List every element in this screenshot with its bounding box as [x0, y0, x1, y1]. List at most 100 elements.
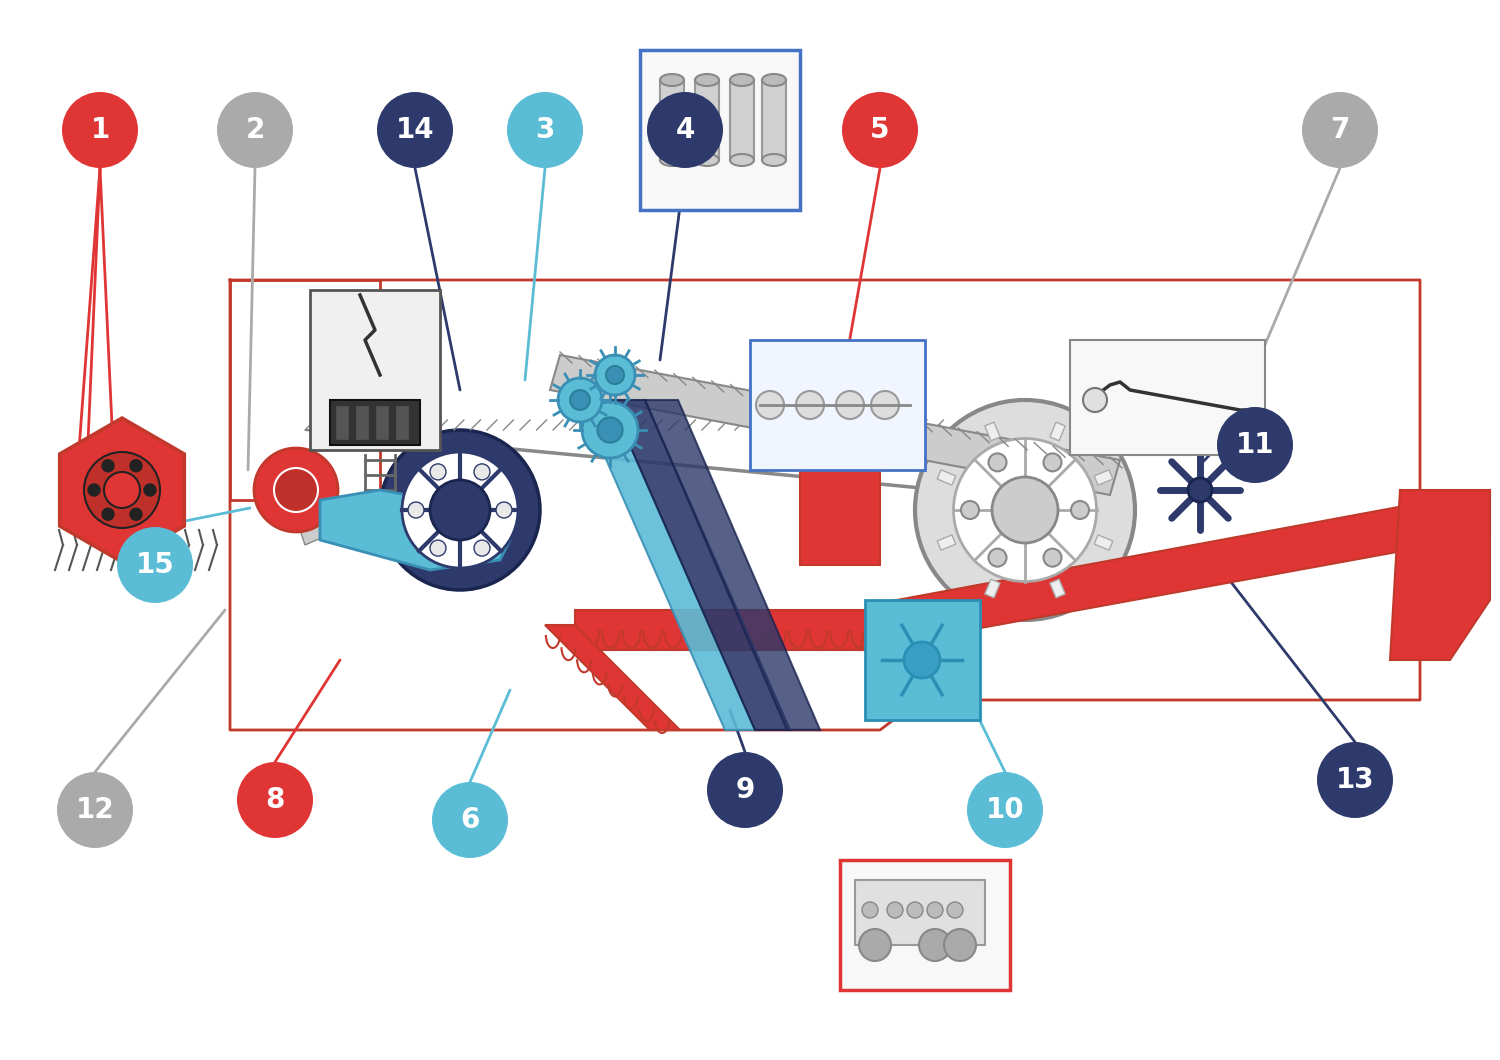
Circle shape	[1188, 478, 1212, 502]
Polygon shape	[304, 430, 950, 490]
Circle shape	[570, 390, 590, 410]
Ellipse shape	[694, 74, 718, 86]
Circle shape	[871, 391, 898, 419]
Circle shape	[474, 464, 490, 480]
Circle shape	[988, 549, 1006, 567]
Circle shape	[57, 772, 134, 848]
Circle shape	[254, 448, 338, 532]
Bar	[1094, 535, 1113, 550]
Circle shape	[796, 391, 824, 419]
Circle shape	[117, 527, 194, 603]
Circle shape	[927, 902, 944, 918]
Circle shape	[988, 454, 1006, 472]
Circle shape	[62, 92, 138, 167]
Text: 7: 7	[1330, 116, 1350, 144]
Text: 3: 3	[536, 116, 555, 144]
Bar	[986, 579, 1000, 598]
Circle shape	[646, 92, 723, 167]
Circle shape	[1044, 549, 1062, 567]
Circle shape	[597, 418, 622, 443]
Bar	[865, 600, 980, 720]
Bar	[840, 860, 1010, 990]
Text: 15: 15	[135, 551, 174, 579]
Bar	[334, 405, 350, 440]
Bar	[938, 535, 956, 550]
Text: 13: 13	[1335, 766, 1374, 794]
Bar	[375, 405, 388, 440]
Polygon shape	[859, 490, 1490, 650]
Circle shape	[836, 391, 864, 419]
Circle shape	[430, 480, 490, 540]
Bar	[1050, 579, 1065, 598]
Bar	[310, 290, 440, 450]
Circle shape	[217, 92, 292, 167]
Circle shape	[432, 782, 508, 858]
Circle shape	[920, 929, 951, 961]
Polygon shape	[1390, 490, 1490, 660]
Circle shape	[886, 902, 903, 918]
Bar	[750, 340, 926, 470]
Circle shape	[596, 355, 634, 395]
Text: 8: 8	[266, 787, 285, 814]
Circle shape	[1317, 742, 1394, 818]
Circle shape	[962, 501, 980, 519]
Circle shape	[842, 92, 918, 167]
Circle shape	[130, 460, 142, 472]
Polygon shape	[320, 490, 510, 570]
Circle shape	[237, 762, 314, 838]
Ellipse shape	[730, 154, 754, 166]
Circle shape	[84, 452, 160, 528]
Circle shape	[944, 929, 976, 961]
Circle shape	[1216, 407, 1293, 483]
Polygon shape	[550, 355, 1120, 495]
Text: 14: 14	[396, 116, 435, 144]
Circle shape	[908, 902, 922, 918]
Ellipse shape	[660, 154, 684, 166]
Circle shape	[507, 92, 584, 167]
Circle shape	[946, 902, 963, 918]
Polygon shape	[645, 400, 821, 730]
Ellipse shape	[660, 74, 684, 86]
Circle shape	[915, 400, 1136, 620]
Bar	[1070, 340, 1264, 455]
Circle shape	[88, 484, 101, 496]
Circle shape	[402, 452, 518, 568]
Bar	[394, 405, 410, 440]
Text: 10: 10	[986, 796, 1024, 824]
Circle shape	[1302, 92, 1378, 167]
Circle shape	[102, 508, 114, 520]
Circle shape	[558, 378, 602, 422]
Circle shape	[104, 472, 140, 508]
Circle shape	[862, 902, 877, 918]
Bar	[660, 80, 684, 160]
Ellipse shape	[762, 154, 786, 166]
Circle shape	[904, 642, 940, 678]
Circle shape	[380, 430, 540, 590]
Polygon shape	[580, 400, 754, 730]
Circle shape	[954, 439, 1096, 582]
Circle shape	[706, 752, 783, 828]
Circle shape	[430, 464, 445, 480]
Circle shape	[408, 502, 424, 518]
Text: 1: 1	[90, 116, 110, 144]
Text: 5: 5	[870, 116, 889, 144]
Polygon shape	[544, 625, 680, 730]
Circle shape	[130, 508, 142, 520]
Circle shape	[582, 402, 638, 458]
Bar	[800, 465, 880, 565]
Circle shape	[992, 477, 1058, 543]
Text: 9: 9	[735, 776, 754, 803]
Bar	[356, 405, 369, 440]
Ellipse shape	[730, 74, 754, 86]
Circle shape	[756, 391, 784, 419]
Polygon shape	[268, 452, 310, 498]
Circle shape	[274, 469, 318, 512]
Bar	[730, 80, 754, 160]
Polygon shape	[610, 400, 791, 730]
Bar	[1050, 422, 1065, 441]
Circle shape	[1044, 454, 1062, 472]
Bar	[640, 50, 800, 210]
Bar	[694, 80, 718, 160]
Bar	[1094, 470, 1113, 485]
Circle shape	[496, 502, 512, 518]
